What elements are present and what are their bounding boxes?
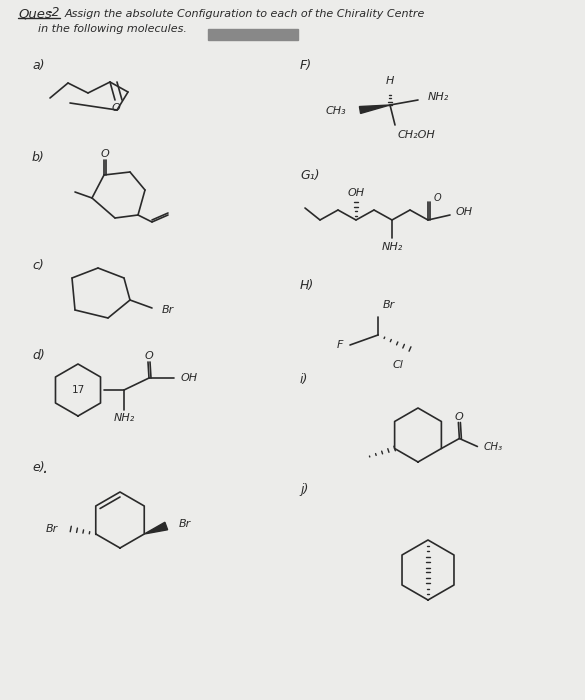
Text: F): F): [300, 59, 312, 71]
Text: b): b): [32, 151, 44, 164]
Text: Cl: Cl: [393, 360, 404, 370]
Text: CH₃: CH₃: [483, 442, 503, 452]
Polygon shape: [359, 105, 390, 113]
Text: Ques: Ques: [18, 8, 51, 20]
Text: H: H: [386, 76, 394, 86]
Text: O: O: [455, 412, 464, 421]
Text: j): j): [300, 484, 308, 496]
Text: O: O: [434, 193, 442, 203]
Text: Assign the absolute Configuration to each of the Chirality Centre: Assign the absolute Configuration to eac…: [65, 9, 425, 19]
Bar: [208, 29, 298, 40]
Text: -2: -2: [47, 6, 60, 18]
Text: 17: 17: [71, 385, 85, 395]
Text: NH₂: NH₂: [113, 413, 135, 423]
Text: O: O: [112, 103, 121, 113]
Text: F: F: [336, 340, 343, 350]
Text: c): c): [32, 258, 44, 272]
Text: NH₂: NH₂: [381, 242, 402, 252]
Text: O: O: [144, 351, 153, 361]
Text: Br: Br: [178, 519, 191, 529]
Text: d): d): [32, 349, 44, 361]
Text: O: O: [101, 149, 109, 159]
Text: in the following molecules.: in the following molecules.: [38, 24, 187, 34]
Text: OH: OH: [347, 188, 364, 198]
Text: OH: OH: [181, 373, 198, 383]
Text: Br: Br: [46, 524, 58, 534]
Text: .: .: [42, 459, 47, 477]
Text: a): a): [32, 59, 44, 71]
Text: OH: OH: [456, 207, 473, 217]
Text: Br: Br: [162, 305, 174, 315]
Text: e): e): [32, 461, 44, 475]
Text: CH₃: CH₃: [325, 106, 346, 116]
Text: G₁): G₁): [300, 169, 319, 181]
Polygon shape: [144, 522, 168, 534]
Text: Br: Br: [383, 300, 395, 310]
Text: i): i): [300, 374, 308, 386]
Text: H): H): [300, 279, 314, 291]
Text: CH₂OH: CH₂OH: [398, 130, 436, 140]
Text: NH₂: NH₂: [428, 92, 449, 102]
